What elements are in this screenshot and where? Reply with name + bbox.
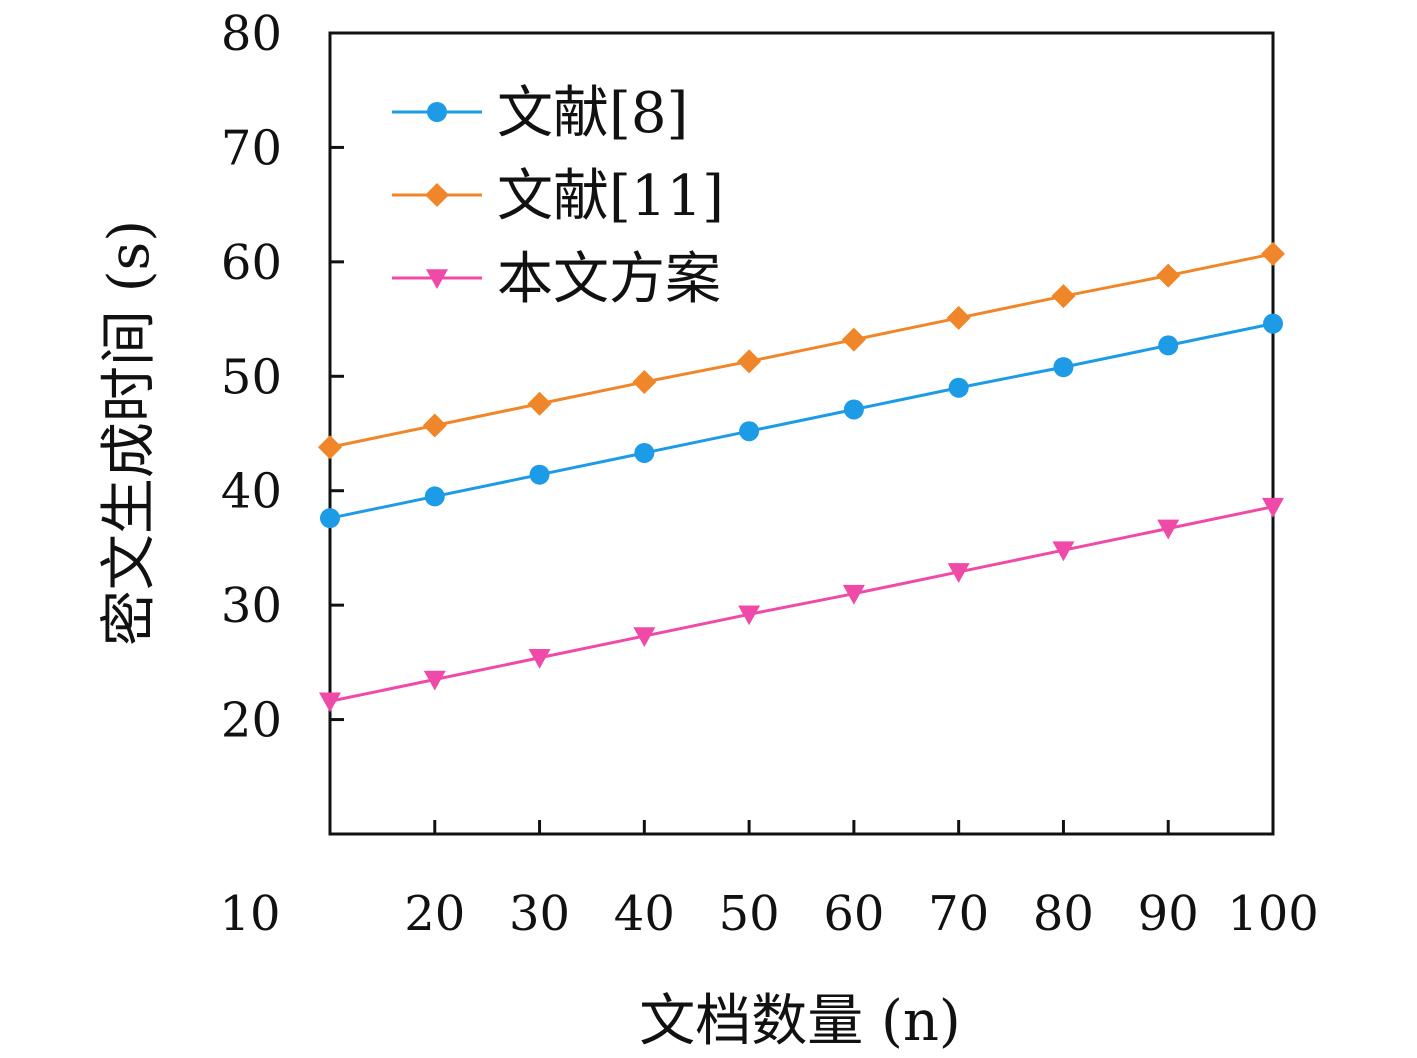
data-point [527,391,552,416]
x-tick-label: 70 [928,886,989,942]
data-point [946,305,971,330]
plot-area-frame [328,31,1275,836]
data-point [1053,357,1074,378]
data-point [739,421,760,442]
data-point [1157,519,1180,540]
legend: 文献[8] 文献[11] 本文方案 [392,81,724,312]
x-tick-label: 20 [404,886,465,942]
x-tick-label: 40 [614,886,675,942]
y-tick-label: 20 [221,693,282,749]
x-tick-label: 60 [823,886,884,942]
data-point [1263,313,1283,334]
legend-item: 本文方案 [392,247,721,312]
data-point [1051,284,1076,309]
legend-label: 文献[8] [497,81,688,146]
data-point [948,377,969,398]
x-axis-title: 文档数量 (n) [639,989,961,1054]
data-point [842,584,865,605]
legend-label: 本文方案 [497,247,721,312]
data-point [1156,263,1181,288]
y-tick-label: 80 [221,6,282,62]
data-point [424,486,445,507]
data-point [1262,497,1284,518]
data-point [529,464,550,485]
data-point [1261,241,1285,266]
x-tick-label: 90 [1138,886,1199,942]
series-3 [319,497,1284,713]
data-point [947,563,970,583]
x-axis-ticks: 10 20 30 40 50 60 70 80 90 100 [219,820,1319,942]
data-point [633,627,656,648]
data-point [320,508,340,529]
legend-marker [426,269,448,289]
data-point [634,442,655,463]
y-axis-ticks: 20 30 40 50 60 70 80 [221,6,344,749]
data-point [422,413,447,438]
series-1 [320,313,1283,529]
y-tick-label: 30 [221,578,282,634]
x-tick-label: 30 [509,886,570,942]
series-layer [318,241,1285,713]
legend-item: 文献[11] [392,164,724,229]
data-point [423,670,446,691]
y-axis-title: 密文生成时间 (s) [97,220,162,646]
legend-marker [425,183,449,207]
series-line [329,322,1274,520]
data-point [841,327,866,352]
data-point [1052,541,1075,562]
x-tick-label: 50 [719,886,780,942]
y-tick-label: 70 [221,120,282,176]
data-point [738,605,761,626]
data-point [737,349,762,374]
legend-item: 文献[8] [392,81,688,146]
x-tick-label: 100 [1227,886,1319,942]
series-2 [318,241,1285,460]
y-tick-label: 60 [221,235,282,291]
y-tick-label: 40 [221,464,282,520]
x-tick-label: 10 [219,886,280,942]
data-point [318,435,342,460]
series-line [329,252,1274,449]
legend-marker [427,102,447,122]
data-point [528,648,551,669]
data-point [843,399,864,420]
data-point [1158,335,1179,356]
series-line [329,505,1274,703]
data-point [632,370,657,395]
x-tick-label: 80 [1033,886,1094,942]
data-point [319,692,341,713]
y-tick-label: 50 [221,349,282,405]
legend-label: 文献[11] [497,164,724,229]
